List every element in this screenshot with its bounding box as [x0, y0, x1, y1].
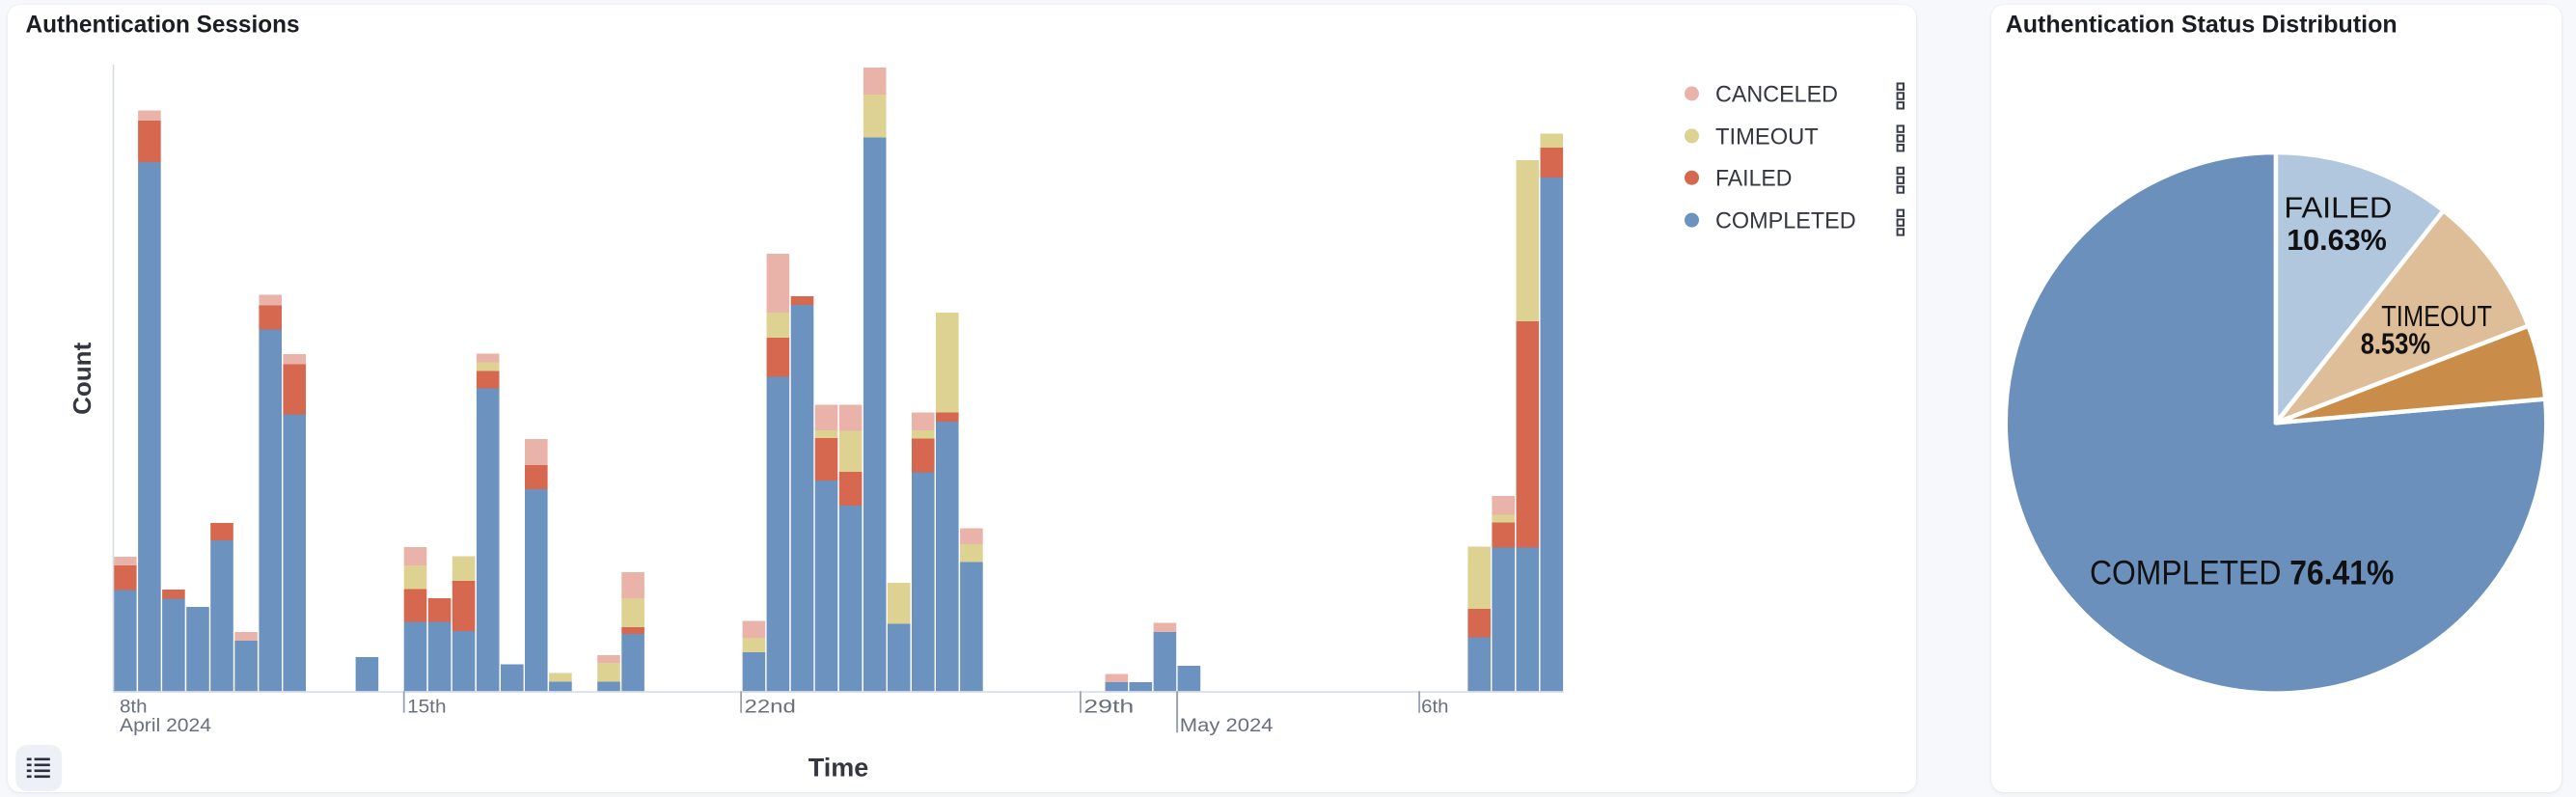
- svg-text:Time: Time: [808, 754, 869, 783]
- svg-text:CANCELED: CANCELED: [1715, 82, 1838, 108]
- svg-text:May 2024: May 2024: [1180, 716, 1274, 736]
- svg-text:15th: 15th: [407, 698, 446, 718]
- svg-text:FAILED: FAILED: [2284, 190, 2392, 224]
- svg-text:FAILED: FAILED: [1715, 166, 1792, 192]
- svg-text:COMPLETED: COMPLETED: [1715, 208, 1856, 234]
- svg-text:April 2024: April 2024: [120, 716, 211, 736]
- svg-text:Authentication Sessions: Authentication Sessions: [26, 12, 300, 39]
- svg-text:TIMEOUT: TIMEOUT: [2381, 299, 2492, 333]
- svg-text:8th: 8th: [120, 698, 148, 718]
- svg-text:Authentication Status Distribu: Authentication Status Distribution: [2006, 12, 2398, 39]
- svg-text:TIMEOUT: TIMEOUT: [1715, 124, 1819, 150]
- svg-text:22nd: 22nd: [745, 698, 796, 718]
- svg-text:6th: 6th: [1421, 698, 1448, 718]
- svg-text:Count: Count: [68, 342, 96, 414]
- svg-text:8.53%: 8.53%: [2361, 326, 2430, 360]
- svg-text:COMPLETED 76.41%: COMPLETED 76.41%: [2090, 555, 2394, 592]
- svg-text:29th: 29th: [1083, 698, 1134, 718]
- svg-text:10.63%: 10.63%: [2287, 223, 2387, 257]
